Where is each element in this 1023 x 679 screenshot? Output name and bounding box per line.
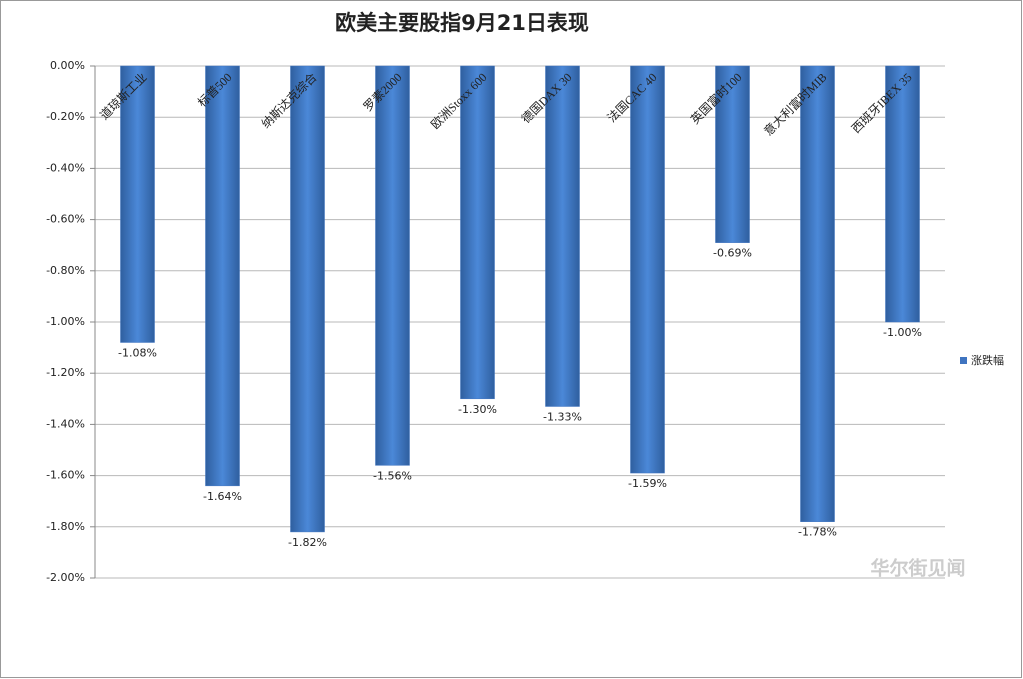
y-tick-label: 0.00% xyxy=(50,59,85,72)
bar xyxy=(375,65,410,466)
value-label: -1.59% xyxy=(628,477,667,490)
y-tick-label: -0.40% xyxy=(46,161,85,174)
value-label: -1.08% xyxy=(118,346,157,359)
bar xyxy=(885,65,920,323)
value-label: -1.78% xyxy=(798,526,837,539)
watermark: 华尔街见闻 xyxy=(870,557,965,580)
bar xyxy=(460,65,495,400)
y-tick-label: -0.80% xyxy=(46,264,85,277)
chart-title: 欧美主要股指9月21日表现 xyxy=(335,11,589,35)
y-tick-label: -0.60% xyxy=(46,213,85,226)
bar xyxy=(630,65,665,474)
bar xyxy=(290,65,325,533)
y-tick-label: -0.20% xyxy=(46,110,85,123)
bar xyxy=(715,65,750,243)
y-tick-label: -1.20% xyxy=(46,366,85,379)
value-label: -1.64% xyxy=(203,490,242,503)
value-label: -1.30% xyxy=(458,403,497,416)
value-label: -1.00% xyxy=(883,326,922,339)
bar xyxy=(800,65,835,522)
value-label: -1.82% xyxy=(288,536,327,549)
bar xyxy=(120,65,155,343)
value-label: -1.33% xyxy=(543,410,582,423)
y-tick-label: -2.00% xyxy=(46,571,85,584)
bar xyxy=(545,65,580,407)
y-tick-label: -1.00% xyxy=(46,315,85,328)
y-tick-label: -1.60% xyxy=(46,469,85,482)
value-label: -0.69% xyxy=(713,247,752,260)
y-tick-label: -1.80% xyxy=(46,520,85,533)
legend-label: 涨跌幅 xyxy=(971,353,1004,367)
legend-swatch xyxy=(960,357,967,364)
value-label: -1.56% xyxy=(373,469,412,482)
y-tick-label: -1.40% xyxy=(46,417,85,430)
bar xyxy=(205,65,240,487)
